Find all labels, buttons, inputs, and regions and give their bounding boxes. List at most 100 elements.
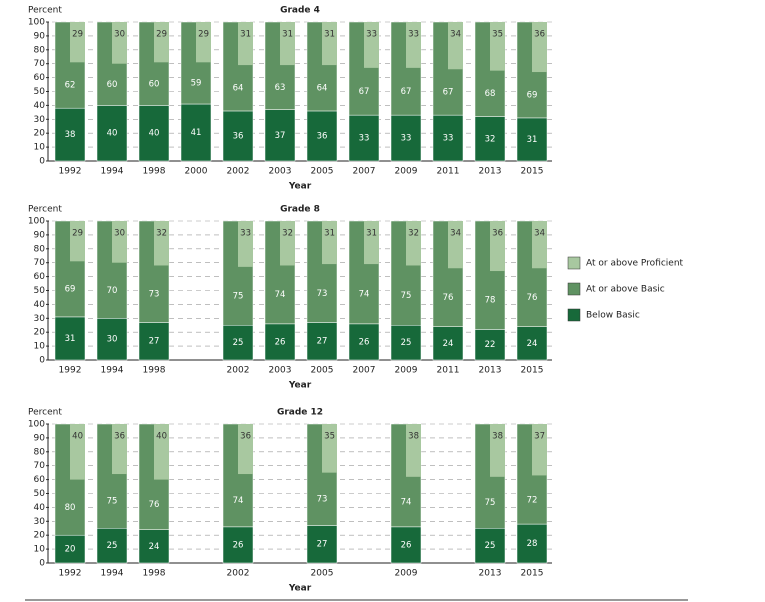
x-tick-label: 1992 <box>59 167 82 177</box>
bar-segment <box>474 116 506 162</box>
bar-segment <box>154 22 169 63</box>
data-label: 27 <box>317 540 328 550</box>
x-tick-label: 2009 <box>395 569 418 579</box>
bar-segment <box>364 22 379 68</box>
bar-segment <box>406 424 421 477</box>
data-label: 27 <box>317 337 328 347</box>
bar-segment <box>112 221 127 263</box>
bar-segment <box>322 424 337 473</box>
data-label: 27 <box>149 337 160 347</box>
x-tick-label: 2013 <box>479 366 502 376</box>
bar-segment <box>54 534 86 564</box>
data-label: 26 <box>401 540 412 550</box>
data-label: 37 <box>275 131 286 141</box>
data-label: 40 <box>156 432 167 442</box>
data-label: 36 <box>534 30 545 40</box>
y-tick-label: 30 <box>34 314 46 324</box>
x-tick-label: 1998 <box>143 366 166 376</box>
data-label: 74 <box>233 496 244 506</box>
x-axis-label: Year <box>288 182 312 192</box>
x-axis-label: Year <box>288 381 312 391</box>
bar-segment <box>306 110 338 162</box>
bar-segment <box>280 22 295 66</box>
data-label: 31 <box>366 229 377 239</box>
data-label: 20 <box>65 545 76 555</box>
y-tick-label: 100 <box>28 18 45 28</box>
y-tick-label: 90 <box>34 31 46 41</box>
y-tick-label: 70 <box>34 59 46 69</box>
data-label: 75 <box>233 292 244 302</box>
x-tick-label: 2009 <box>395 366 418 376</box>
x-tick-label: 1998 <box>143 167 166 177</box>
y-tick-label: 30 <box>34 517 46 527</box>
data-label: 63 <box>275 83 286 93</box>
bar-segment <box>96 318 128 361</box>
data-label: 30 <box>107 335 118 345</box>
data-label: 38 <box>408 432 419 442</box>
data-label: 38 <box>65 130 76 140</box>
bar-segment <box>154 424 169 480</box>
y-tick-label: 0 <box>39 157 45 167</box>
data-label: 40 <box>149 129 160 139</box>
x-tick-label: 2002 <box>227 366 250 376</box>
data-label: 24 <box>443 339 454 349</box>
bar-segment <box>280 221 295 266</box>
data-label: 32 <box>485 134 496 144</box>
data-label: 74 <box>359 289 370 299</box>
data-label: 64 <box>317 84 328 94</box>
bar-segment <box>238 221 253 267</box>
x-tick-label: 1998 <box>143 569 166 579</box>
data-label: 70 <box>107 286 118 296</box>
bar-segment <box>448 221 463 269</box>
data-label: 60 <box>107 80 118 90</box>
y-axis-label: Percent <box>28 408 62 418</box>
bar-segment <box>532 221 547 269</box>
bar-segment <box>196 22 211 63</box>
bar-segment <box>390 114 422 162</box>
data-label: 68 <box>485 89 496 99</box>
bar-segment <box>96 528 128 564</box>
legend-swatch <box>567 282 581 296</box>
bar-segment <box>348 114 380 162</box>
y-axis-label: Percent <box>28 205 62 215</box>
x-tick-label: 2003 <box>269 167 292 177</box>
bar-segment <box>406 221 421 266</box>
x-tick-label: 2005 <box>311 167 334 177</box>
x-tick-label: 1994 <box>101 167 124 177</box>
x-tick-label: 1992 <box>59 569 82 579</box>
data-label: 76 <box>443 293 454 303</box>
data-label: 64 <box>233 84 244 94</box>
data-label: 36 <box>233 131 244 141</box>
y-tick-label: 50 <box>34 286 46 296</box>
bar-segment <box>516 326 548 361</box>
bar-segment <box>364 221 379 265</box>
data-label: 30 <box>114 30 125 40</box>
bar-segment <box>54 316 86 361</box>
data-label: 33 <box>366 30 377 40</box>
bar-segment <box>264 109 296 162</box>
y-tick-label: 80 <box>34 244 46 254</box>
bar-segment <box>490 424 505 477</box>
bar-segment <box>238 22 253 66</box>
chart-title: Grade 4 <box>280 6 320 16</box>
x-tick-label: 2002 <box>227 569 250 579</box>
data-label: 60 <box>149 79 160 89</box>
bar-segment <box>532 424 547 476</box>
data-label: 29 <box>156 30 167 40</box>
legend-swatch <box>567 256 581 270</box>
x-tick-label: 2015 <box>521 167 544 177</box>
y-tick-label: 80 <box>34 447 46 457</box>
bar-segment <box>306 525 338 564</box>
data-label: 31 <box>65 334 76 344</box>
bar-segment <box>474 329 506 361</box>
y-tick-label: 60 <box>34 272 46 282</box>
data-label: 25 <box>401 338 412 348</box>
data-label: 26 <box>275 337 286 347</box>
y-tick-label: 10 <box>34 143 46 153</box>
data-label: 73 <box>149 289 160 299</box>
data-label: 36 <box>240 432 251 442</box>
x-tick-label: 2003 <box>269 366 292 376</box>
data-label: 28 <box>527 539 538 549</box>
data-label: 29 <box>72 30 83 40</box>
bar-segment <box>432 114 464 162</box>
